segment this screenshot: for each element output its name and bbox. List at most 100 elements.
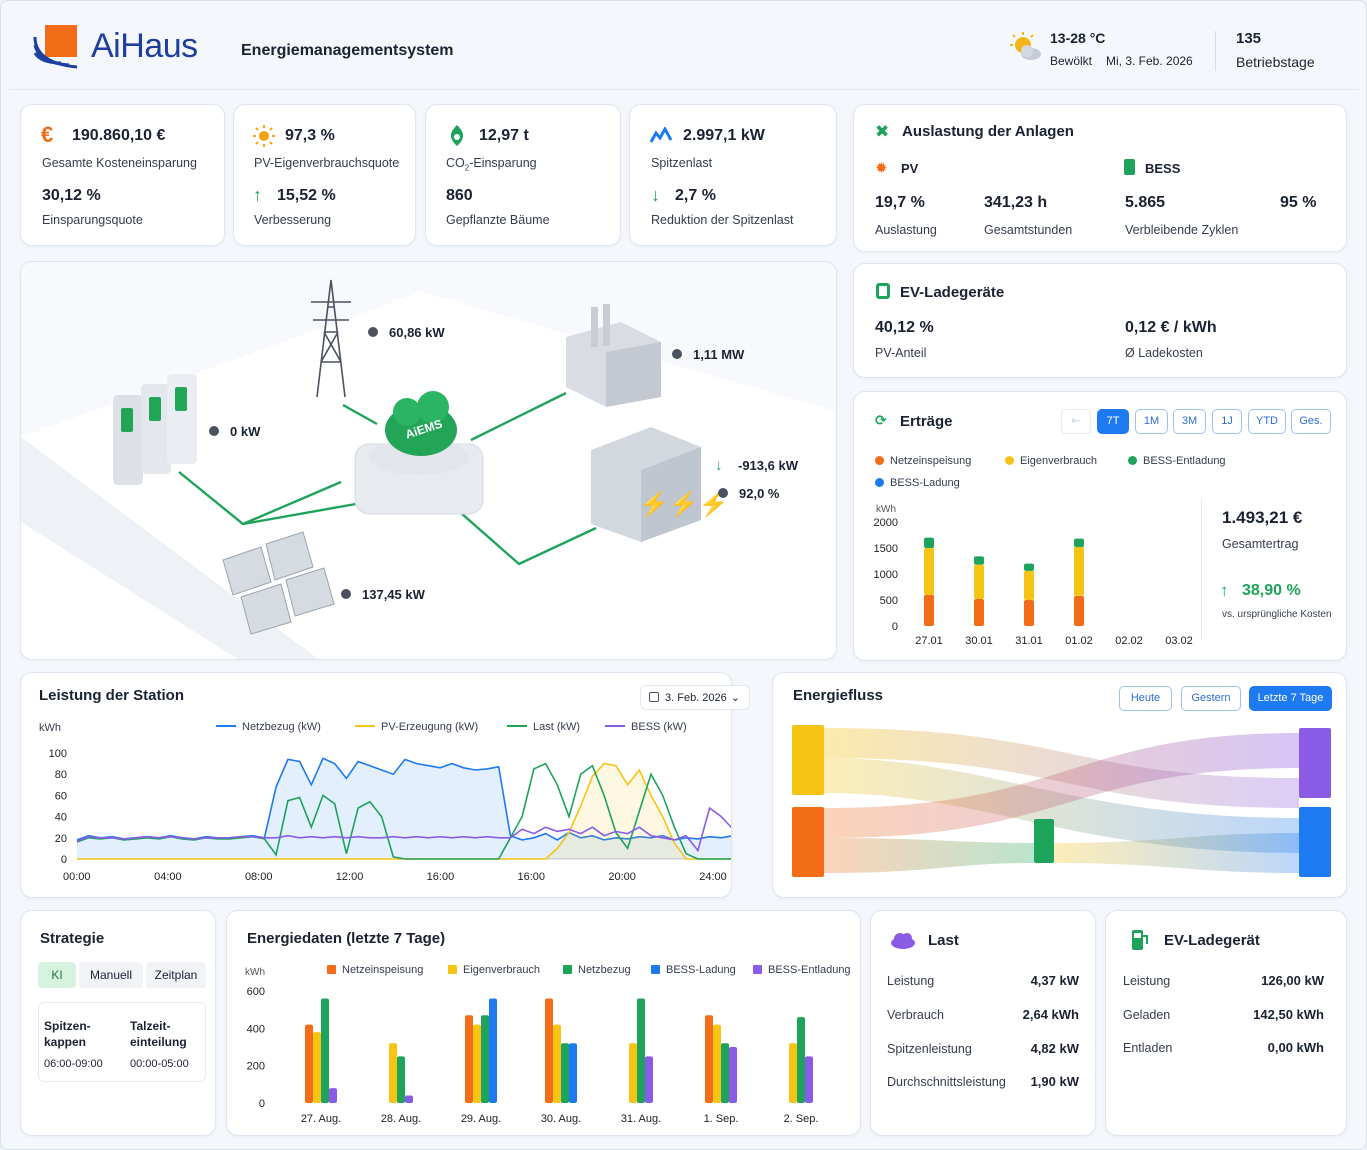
- ev-pv-share-label: PV-Anteil: [875, 346, 927, 360]
- revenue-change-value: 38,90 %: [1242, 582, 1301, 599]
- pv-utilization-label: Auslastung: [875, 223, 937, 237]
- flow-arrows: [178, 391, 597, 566]
- revenue-bar: [1024, 600, 1034, 626]
- x-tick-label: 30.01: [965, 635, 993, 647]
- y-tick-label: 400: [247, 1023, 265, 1035]
- sankey-node-eigenverbrauch: [792, 725, 824, 795]
- energy-bar: [789, 1043, 797, 1103]
- range-tab-1j[interactable]: 1J: [1212, 409, 1242, 434]
- ev-charged-value: 142,50 kWh: [1253, 1007, 1324, 1022]
- topology-canvas: AiEMS ⚡⚡⚡: [21, 279, 836, 659]
- flow-tab-7-days[interactable]: Letzte 7 Tage: [1249, 686, 1332, 711]
- ev-charger-icon: [876, 283, 890, 299]
- load-average-value: 1,90 kW: [1030, 1074, 1079, 1089]
- x-tick-label: 31. Aug.: [621, 1113, 661, 1125]
- energy-bar: [481, 1015, 489, 1103]
- range-tab-3m[interactable]: 3M: [1173, 409, 1206, 434]
- x-tick-label: 1. Sep.: [704, 1113, 739, 1125]
- prev-range-button[interactable]: ⇤: [1061, 409, 1091, 434]
- revenue-change-label: vs. ursprüngliche Kosten: [1222, 609, 1332, 620]
- total-revenue-value: 1.493,21 €: [1222, 508, 1303, 527]
- revenue-bar-chart: kWh 0 500 1000 1500 2000 27.01 30.01 31.01 01.02 0…: [874, 504, 1193, 647]
- sun-icon: [253, 125, 275, 147]
- flow-band: [824, 733, 1299, 838]
- operating-days: 135: [1236, 30, 1262, 47]
- energy-bar: [397, 1056, 405, 1103]
- legend-netzeinspeisung: Netzeinspeisung: [875, 455, 971, 467]
- revenue-bar: [1074, 546, 1084, 596]
- energy-data-title: Energiedaten (letzte 7 Tage): [247, 930, 446, 947]
- energy-data-legend-bess-ladung: BESS-Ladung: [651, 964, 736, 976]
- ev-power-label: Leistung: [1123, 974, 1171, 988]
- strategy-tab-ki[interactable]: KI: [38, 962, 76, 988]
- y-tick-label: 80: [55, 769, 67, 781]
- energy-bar: [705, 1015, 713, 1103]
- y-tick-label: 2000: [874, 517, 898, 529]
- y-tick-label: 0: [61, 854, 67, 866]
- peak-load-icon: [650, 127, 672, 143]
- axis-unit-label: kWh: [245, 967, 265, 978]
- weather-desc: Bewölkt: [1050, 54, 1093, 68]
- flow-tab-today[interactable]: Heute: [1119, 686, 1172, 711]
- load-card: Last Leistung 4,37 kW Verbrauch 2,64 kWh…: [870, 910, 1096, 1136]
- total-revenue-label: Gesamtertrag: [1222, 537, 1299, 551]
- bess-cycles-value: 5.865: [1125, 194, 1166, 211]
- range-tab-7t[interactable]: 7T: [1097, 409, 1129, 434]
- peak-shaving-label-1: Spitzen-: [44, 1019, 91, 1033]
- revenue-card: ⟳ Erträge ⇤ 7T 1M 3M 1J YTD Ges. Netzein…: [853, 391, 1347, 661]
- bess-cycles-label: Verbleibende Zyklen: [1125, 223, 1239, 237]
- chevron-down-icon: ⌄: [730, 692, 740, 704]
- header-rule: [9, 89, 1359, 90]
- strategy-title: Strategie: [40, 930, 105, 947]
- revenue-bar: [1074, 595, 1084, 626]
- factory-meter-icon: [672, 349, 682, 359]
- x-tick-label: 08:00: [245, 871, 273, 883]
- load-title: Last: [928, 932, 959, 949]
- energy-bar: [713, 1024, 721, 1103]
- energy-bar: [313, 1032, 321, 1103]
- peak-load-label: Spitzenlast: [651, 156, 713, 170]
- total-savings-label: Gesamte Kosteneinsparung: [42, 156, 197, 170]
- date-picker[interactable]: 3. Feb. 2026 ⌄: [640, 685, 750, 710]
- grid-power-value: 60,86 kW: [389, 325, 445, 340]
- aihaus-logo: [33, 25, 78, 69]
- ev-charger-station-icon: [1132, 930, 1148, 950]
- ev-charger-card: EV-Ladegerät Leistung 126,00 kW Geladen …: [1105, 910, 1347, 1136]
- energy-bar: [465, 1015, 473, 1103]
- euro-icon: €: [41, 122, 54, 147]
- sankey-node-netzeinspeisung: [792, 807, 824, 877]
- trees-value: 860: [446, 187, 473, 204]
- station-power-card: Leistung der Station 3. Feb. 2026 ⌄ kWh N…: [20, 672, 750, 898]
- header-divider: [1215, 31, 1216, 71]
- charger-power-value: 0 kW: [230, 424, 261, 439]
- x-tick-label: 29. Aug.: [461, 1113, 501, 1125]
- x-tick-label: 2. Sep.: [784, 1113, 819, 1125]
- aiems-hub: [354, 391, 484, 515]
- improvement-value: 15,52 %: [277, 187, 336, 204]
- energy-bar: [473, 1024, 481, 1103]
- system-title: Energiemanagementsystem: [241, 42, 454, 59]
- revenue-title: Erträge: [900, 413, 953, 430]
- energy-data-legend-eigenverbrauch: Eigenverbrauch: [448, 964, 540, 976]
- strategy-tab-manuell[interactable]: Manuell: [79, 962, 143, 988]
- trees-label: Gepflanzte Bäume: [446, 213, 550, 227]
- revenue-bar: [1024, 570, 1034, 600]
- legend-eigenverbrauch: Eigenverbrauch: [1005, 455, 1097, 467]
- x-tick-label: 27.01: [915, 635, 943, 647]
- range-tab-total[interactable]: Ges.: [1291, 409, 1331, 434]
- y-tick-label: 500: [880, 595, 898, 607]
- range-tab-1m[interactable]: 1M: [1135, 409, 1168, 434]
- sankey-node-bess-entladung: [1299, 728, 1331, 798]
- improvement-label: Verbesserung: [254, 213, 332, 227]
- station-power-unit: kWh: [39, 722, 61, 734]
- energy-bar: [489, 998, 497, 1103]
- cloud-icon: [891, 933, 915, 949]
- strategy-tab-zeitplan[interactable]: Zeitplan: [146, 962, 206, 988]
- flow-tab-yesterday[interactable]: Gestern: [1181, 686, 1241, 711]
- range-tab-ytd[interactable]: YTD: [1248, 409, 1286, 434]
- current-date: Mi, 3. Feb. 2026: [1106, 54, 1193, 68]
- y-tick-label: 60: [55, 790, 67, 802]
- sankey-diagram: [792, 725, 1331, 877]
- load-peak-label: Spitzenleistung: [887, 1042, 972, 1056]
- legend-last: Last (kW): [507, 721, 580, 733]
